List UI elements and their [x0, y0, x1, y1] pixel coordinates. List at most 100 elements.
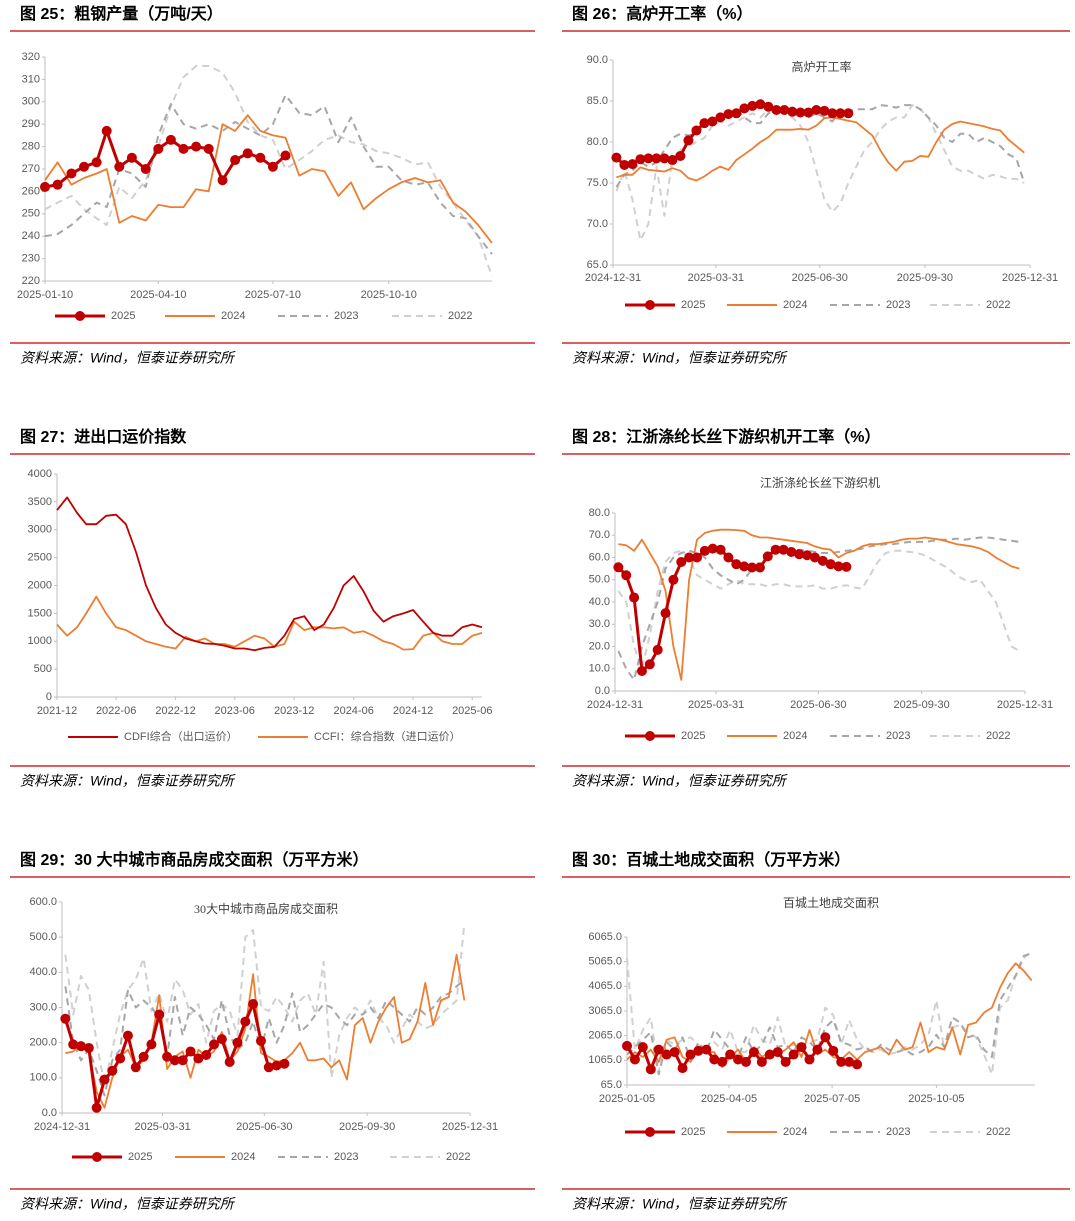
x-tick-label: 2025-03-31: [688, 272, 744, 284]
data-point: [747, 100, 758, 111]
y-tick-label: 1500: [28, 607, 52, 619]
y-tick-label: 300: [22, 96, 40, 108]
data-point: [811, 105, 822, 116]
data-point: [669, 1047, 680, 1058]
data-point: [115, 1053, 126, 1064]
legend-label: CCFI：综合指数（进口运价）: [314, 729, 461, 743]
data-point: [725, 1049, 736, 1060]
y-tick-label: 6065.0: [588, 931, 622, 943]
data-point: [843, 108, 854, 119]
series-line: [615, 104, 1026, 188]
data-point: [852, 1059, 863, 1070]
x-tick-label: 2022-12: [155, 705, 195, 717]
y-tick-label: 30.0: [589, 618, 610, 630]
x-tick-label: 2025-01-10: [17, 289, 73, 301]
x-tick-label: 2025-07-05: [804, 1093, 860, 1105]
legend-label: 2023: [886, 299, 910, 311]
data-point: [675, 150, 686, 161]
y-tick-label: 3065.0: [588, 1005, 622, 1017]
data-point: [255, 1035, 266, 1046]
data-point: [185, 1046, 196, 1057]
data-point: [779, 105, 790, 116]
data-point: [619, 159, 630, 170]
data-point: [146, 1039, 157, 1050]
chart-subtitle: 高炉开工率: [791, 59, 851, 74]
data-point: [685, 1049, 696, 1060]
data-point: [733, 1054, 744, 1065]
data-point: [772, 1047, 783, 1058]
series-line: [56, 595, 483, 651]
data-point: [841, 561, 852, 572]
x-tick-label: 2024-12-31: [34, 1121, 90, 1133]
data-point: [683, 135, 694, 146]
data-point: [114, 161, 125, 172]
data-point: [747, 562, 758, 573]
y-tick-label: 2500: [28, 552, 52, 564]
data-point: [803, 107, 814, 118]
y-tick-label: 320: [22, 51, 40, 63]
y-tick-label: 80.0: [587, 136, 608, 148]
data-point: [52, 179, 63, 190]
data-point: [230, 155, 241, 166]
data-point: [802, 550, 813, 561]
source-note: 资料来源：Wind，恒泰证券研究所: [20, 350, 236, 366]
data-point: [693, 1045, 704, 1056]
x-tick-label: 2023-12: [274, 705, 314, 717]
data-point: [643, 153, 654, 164]
data-point: [754, 562, 765, 573]
data-point: [739, 103, 750, 114]
data-point: [804, 1054, 815, 1065]
legend-marker: [645, 731, 655, 741]
series-line: [617, 536, 1020, 681]
data-point: [271, 1060, 282, 1071]
data-point: [126, 152, 137, 163]
y-tick-label: 0.0: [595, 685, 610, 697]
y-tick-label: 5065.0: [588, 956, 622, 968]
y-tick-label: 4000: [28, 468, 52, 480]
data-point: [122, 1030, 133, 1041]
x-tick-label: 2025-12-31: [997, 699, 1053, 711]
data-point: [193, 1053, 204, 1064]
data-point: [101, 125, 112, 136]
data-point: [242, 148, 253, 159]
source-note: 资料来源：Wind，恒泰证券研究所: [572, 1196, 788, 1212]
y-tick-label: 10.0: [589, 663, 610, 675]
data-point: [83, 1042, 94, 1053]
x-tick-label: 2021-12: [37, 705, 77, 717]
data-point: [731, 108, 742, 119]
y-tick-label: 500.0: [29, 931, 57, 943]
data-point: [79, 161, 90, 172]
legend-label: 2023: [334, 310, 358, 322]
chart-subtitle: 30大中城市商品房成交面积: [194, 901, 338, 916]
data-point: [692, 552, 702, 563]
legend-label: 2022: [448, 310, 472, 322]
data-point: [138, 1051, 149, 1062]
data-point: [217, 175, 228, 186]
legend-label: 2022: [986, 299, 1010, 311]
data-point: [699, 118, 710, 129]
y-tick-label: 1000: [28, 635, 52, 647]
series-line: [618, 528, 1020, 681]
y-tick-label: 300.0: [29, 1001, 57, 1013]
series-line: [617, 549, 1020, 670]
data-point: [622, 1040, 632, 1051]
data-point: [191, 141, 202, 152]
y-tick-label: 230: [22, 253, 40, 265]
y-tick-label: 250: [22, 208, 40, 220]
legend-label: 2022: [446, 1151, 470, 1163]
data-point: [255, 152, 266, 163]
y-tick-label: 240: [22, 230, 40, 242]
y-tick-label: 3500: [28, 496, 52, 508]
chart-subtitle: 百城土地成交面积: [783, 895, 879, 910]
y-tick-label: 65.0: [601, 1079, 622, 1091]
source-note: 资料来源：Wind，恒泰证券研究所: [572, 773, 788, 789]
x-tick-label: 2025-09-30: [339, 1121, 395, 1133]
y-tick-label: 400.0: [29, 966, 57, 978]
data-point: [770, 544, 781, 555]
data-point: [820, 1032, 831, 1043]
data-point: [216, 1034, 227, 1045]
data-point: [676, 556, 687, 567]
source-note: 资料来源：Wind，恒泰证券研究所: [20, 773, 236, 789]
data-point: [169, 1055, 180, 1066]
series-line: [626, 952, 1032, 1076]
